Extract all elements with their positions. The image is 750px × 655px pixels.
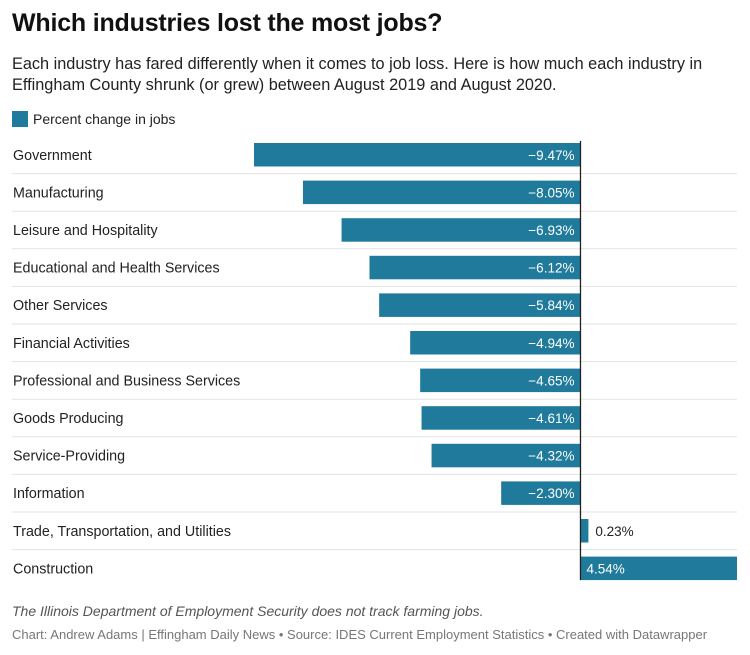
value-label: 4.54% bbox=[586, 561, 624, 576]
chart-subtitle: Each industry has fared differently when… bbox=[12, 55, 703, 94]
bar-chart: Government −9.47% Manufacturing −8.05% Leisu… bbox=[12, 141, 737, 581]
value-label: 0.23% bbox=[595, 524, 633, 539]
category-label: Leisure and Hospitality bbox=[13, 223, 158, 239]
category-label: Information bbox=[13, 486, 85, 502]
value-label: −4.65% bbox=[528, 373, 574, 388]
bar bbox=[420, 368, 581, 393]
value-label: −8.05% bbox=[528, 185, 574, 200]
value-label: −6.12% bbox=[528, 261, 574, 276]
legend-label: Percent change in jobs bbox=[33, 111, 176, 127]
bar bbox=[431, 443, 581, 468]
credits-line: Chart: Andrew Adams | Effingham Daily Ne… bbox=[12, 627, 708, 642]
footnote: The Illinois Department of Employment Se… bbox=[12, 603, 484, 619]
category-label: Goods Producing bbox=[13, 411, 124, 427]
category-label: Other Services bbox=[13, 298, 108, 314]
legend: Percent change in jobs bbox=[12, 110, 175, 128]
value-label: −4.61% bbox=[528, 411, 574, 426]
bar bbox=[421, 406, 581, 430]
category-label: Manufacturing bbox=[13, 185, 104, 201]
bar bbox=[254, 143, 581, 167]
category-label: Government bbox=[13, 148, 92, 164]
category-label: Construction bbox=[13, 561, 93, 577]
category-label: Trade, Transportation, and Utilities bbox=[13, 524, 231, 540]
category-label: Educational and Health Services bbox=[13, 261, 220, 277]
value-label: −6.93% bbox=[528, 223, 574, 238]
legend-swatch bbox=[12, 111, 28, 127]
value-label: −5.84% bbox=[528, 298, 574, 313]
category-label: Financial Activities bbox=[13, 336, 130, 352]
value-label: −4.32% bbox=[528, 449, 574, 464]
bar bbox=[379, 293, 581, 317]
bar bbox=[580, 519, 589, 543]
bar bbox=[302, 180, 581, 205]
value-label: −9.47% bbox=[528, 148, 574, 163]
bar bbox=[580, 556, 737, 581]
chart-title: Which industries lost the most jobs? bbox=[12, 9, 443, 37]
bar bbox=[341, 218, 581, 242]
category-label: Professional and Business Services bbox=[13, 373, 240, 389]
bar bbox=[410, 331, 581, 355]
value-label: −4.94% bbox=[528, 336, 574, 351]
bar bbox=[501, 481, 581, 505]
value-label: −2.30% bbox=[528, 486, 574, 501]
bar bbox=[369, 255, 581, 280]
category-label: Service-Providing bbox=[13, 449, 125, 465]
